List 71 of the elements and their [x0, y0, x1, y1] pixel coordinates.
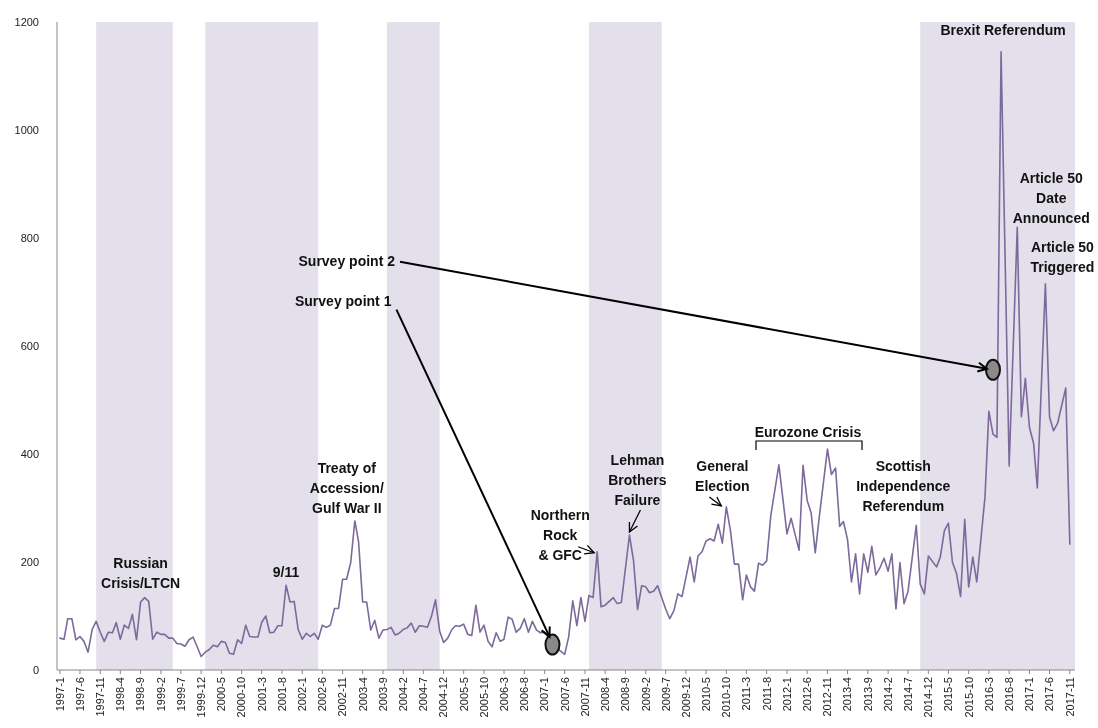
x-tick-label: 2017-6 — [1043, 677, 1056, 712]
annotation: Brexit Referendum — [940, 21, 1066, 38]
x-tick-label: 2014-7 — [901, 677, 914, 712]
x-tick-label: 2001-3 — [255, 677, 268, 712]
y-tick-label: 200 — [20, 555, 39, 568]
x-tick-label: 1998-4 — [114, 677, 127, 712]
x-tick-label: 2007-6 — [558, 677, 571, 712]
x-tick-label: 2005-10 — [477, 677, 490, 718]
x-tick-label: 1997-1 — [53, 677, 66, 712]
x-tick-label: 2003-9 — [376, 677, 389, 712]
y-tick-label: 0 — [32, 663, 39, 676]
x-tick-label: 2014-12 — [922, 677, 935, 718]
annotation: Eurozone Crisis — [754, 424, 862, 440]
annotation: Russian Crisis/LTCN — [101, 554, 181, 591]
annotation: Survey point 2 — [298, 252, 396, 269]
annotation: Article 50 Triggered — [1030, 238, 1095, 275]
x-tick-label: 2012-6 — [801, 677, 814, 712]
annotation: Treaty of Accession/ Gulf War II — [309, 459, 384, 516]
x-tick-label: 2005-5 — [457, 677, 470, 712]
x-tick-label: 2010-10 — [720, 677, 733, 718]
y-tick-label: 800 — [20, 231, 39, 244]
x-tick-label: 2009-7 — [659, 677, 672, 712]
x-tick-label: 2015-5 — [942, 677, 955, 712]
x-tick-label: 1999-2 — [154, 677, 167, 712]
x-tick-label: 2006-3 — [497, 677, 510, 712]
annotation: Article 50 Date Announced — [1012, 170, 1090, 227]
x-tick-label: 2011-3 — [740, 677, 753, 711]
x-tick-label: 2016-8 — [1003, 677, 1016, 712]
y-tick-label: 400 — [20, 447, 39, 460]
annotation: Survey point 1 — [294, 292, 392, 309]
x-tick-label: 2000-10 — [235, 677, 248, 718]
x-tick-label: 2012-1 — [780, 677, 793, 712]
x-tick-label: 2007-1 — [538, 677, 551, 712]
annotation: 9/11 — [272, 564, 300, 581]
x-tick-label: 2002-1 — [296, 677, 309, 712]
annotation: General Election — [695, 457, 750, 494]
y-tick-label: 600 — [20, 339, 39, 352]
x-tick-label: 2017-1 — [1023, 677, 1036, 712]
x-tick-label: 2013-4 — [841, 677, 854, 712]
y-tick-label: 1200 — [14, 15, 39, 28]
x-tick-label: 2013-9 — [861, 677, 874, 712]
x-tick-label: 1997-6 — [73, 677, 86, 712]
x-tick-label: 2011-8 — [760, 677, 773, 711]
x-tick-label: 2009-12 — [679, 677, 692, 718]
x-tick-label: 1999-12 — [194, 677, 207, 718]
annotation: Scottish Independence Referendum — [856, 458, 951, 515]
x-tick-label: 2002-6 — [316, 677, 329, 712]
x-tick-label: 1997-11 — [94, 677, 107, 717]
annotation: Northern Rock & GFC — [530, 506, 590, 563]
x-tick-label: 2007-11 — [578, 677, 591, 717]
x-tick-label: 2003-4 — [356, 677, 369, 712]
x-tick-label: 2009-2 — [639, 677, 652, 712]
x-tick-label: 2014-2 — [881, 677, 894, 712]
x-tick-label: 2004-7 — [417, 677, 430, 712]
x-tick-label: 2001-8 — [275, 677, 288, 712]
x-tick-label: 2015-10 — [962, 677, 975, 718]
x-tick-label: 2016-3 — [982, 677, 995, 712]
y-tick-label: 1000 — [14, 123, 39, 136]
x-tick-label: 2004-12 — [437, 677, 450, 718]
x-tick-label: 1998-9 — [134, 677, 147, 712]
x-tick-label: 2000-5 — [215, 677, 228, 712]
x-tick-label: 2017-11 — [1063, 677, 1076, 717]
annotation: Lehman Brothers Failure — [608, 452, 667, 508]
x-tick-label: 1999-7 — [174, 677, 187, 712]
x-tick-label: 2006-8 — [518, 677, 531, 712]
x-tick-label: 2012-11 — [821, 677, 834, 717]
x-tick-label: 2008-9 — [619, 677, 632, 712]
x-tick-label: 2004-2 — [397, 677, 410, 712]
x-tick-label: 2008-4 — [599, 677, 611, 712]
x-tick-label: 2010-5 — [699, 677, 712, 712]
x-tick-label: 2002-11 — [336, 677, 349, 717]
